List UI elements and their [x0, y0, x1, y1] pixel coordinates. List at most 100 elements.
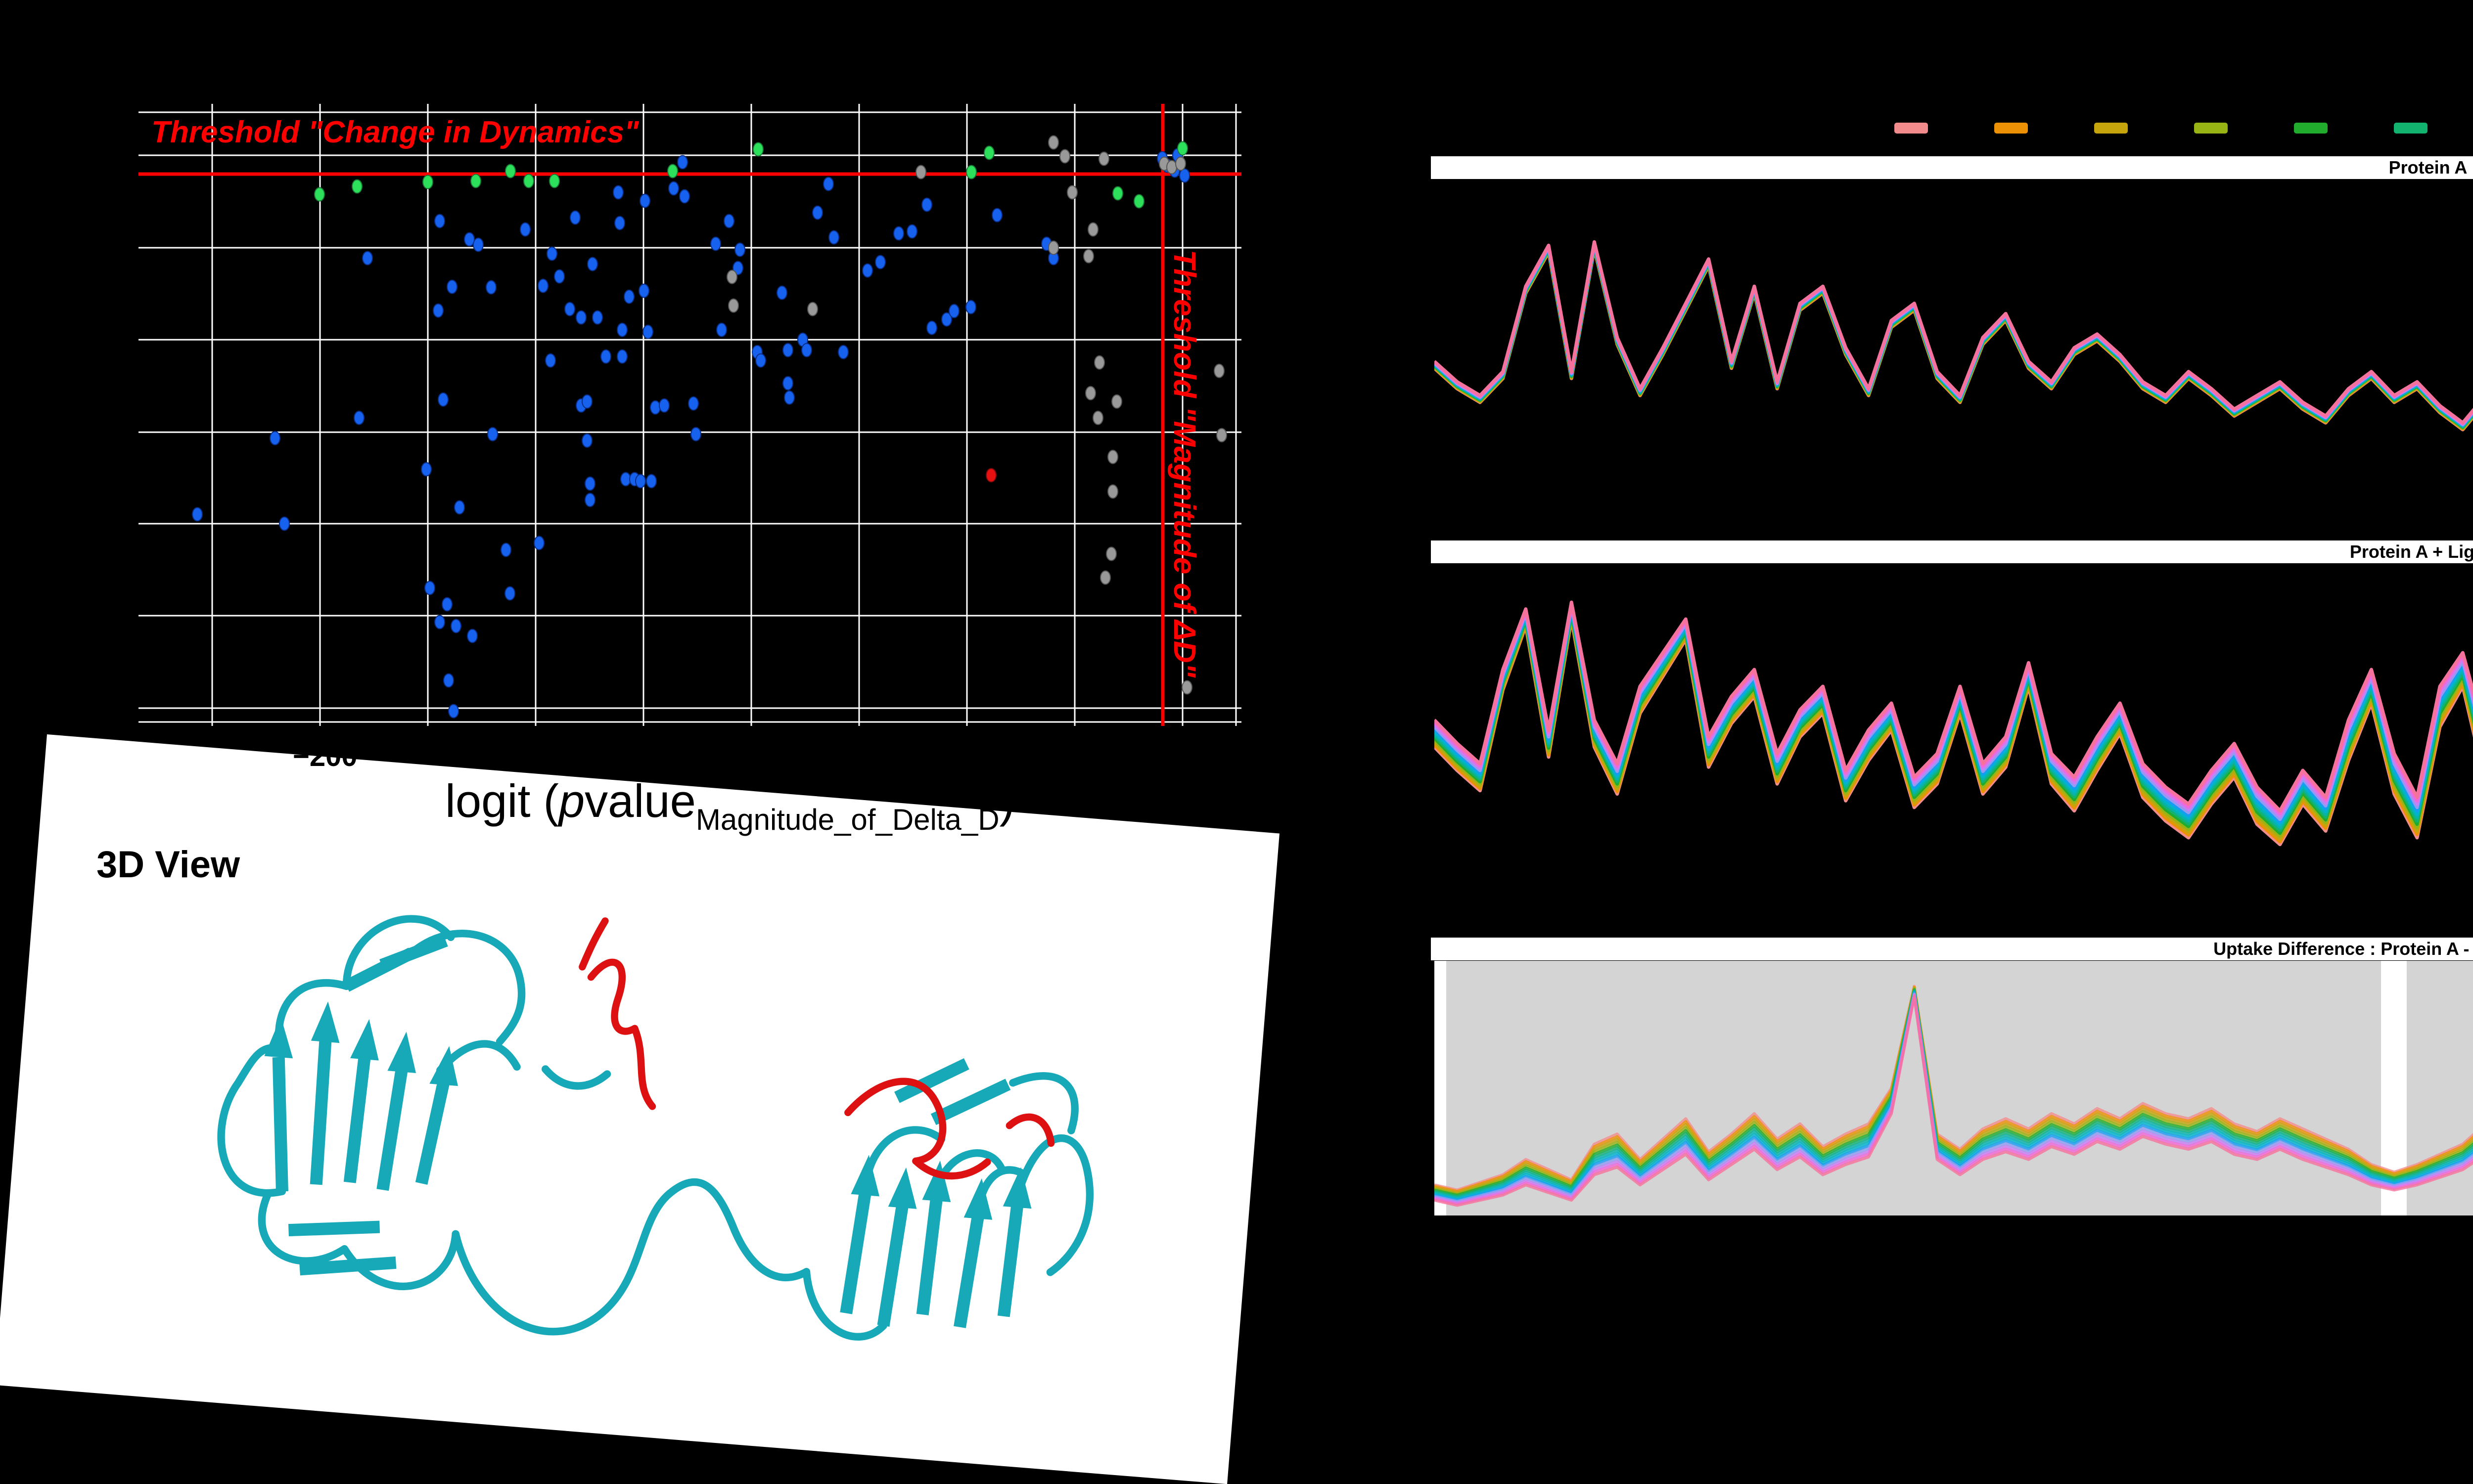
- volcano-point-blue[interactable]: [451, 619, 461, 633]
- volcano-point-blue[interactable]: [828, 230, 839, 245]
- volcano-point-blue[interactable]: [279, 516, 290, 531]
- volcano-point-blue[interactable]: [554, 269, 565, 284]
- volcano-point-blue[interactable]: [862, 263, 873, 278]
- volcano-point-blue[interactable]: [421, 462, 432, 477]
- volcano-point-blue[interactable]: [642, 324, 653, 339]
- volcano-point-blue[interactable]: [635, 474, 646, 489]
- volcano-point-blue[interactable]: [354, 410, 365, 425]
- volcano-point-blue[interactable]: [434, 214, 445, 228]
- legend-swatch-1[interactable]: [1894, 123, 1928, 134]
- volcano-point-blue[interactable]: [716, 322, 727, 337]
- volcano-point-blue[interactable]: [433, 303, 444, 318]
- volcano-point-blue[interactable]: [564, 302, 575, 316]
- volcano-point-blue[interactable]: [434, 615, 445, 630]
- volcano-point-blue[interactable]: [545, 353, 556, 368]
- volcano-point-blue[interactable]: [467, 629, 478, 643]
- chart-protein-a[interactable]: [1434, 184, 2473, 525]
- volcano-point-gray[interactable]: [1094, 355, 1105, 370]
- volcano-point-green[interactable]: [667, 164, 678, 179]
- volcano-point-gray[interactable]: [728, 298, 739, 313]
- volcano-point-green[interactable]: [1134, 194, 1145, 209]
- chart-protein-a-ligand[interactable]: [1434, 569, 2473, 905]
- volcano-point-green[interactable]: [314, 187, 325, 202]
- volcano-point-gray[interactable]: [1175, 156, 1186, 171]
- volcano-point-gray[interactable]: [1048, 135, 1059, 150]
- volcano-point-gray[interactable]: [1107, 450, 1118, 464]
- legend-swatch-6[interactable]: [2394, 123, 2427, 134]
- volcano-point-green[interactable]: [549, 174, 560, 188]
- volcano-point-green[interactable]: [352, 179, 363, 194]
- volcano-point-blue[interactable]: [838, 345, 849, 360]
- volcano-point-blue[interactable]: [992, 208, 1003, 223]
- volcano-point-blue[interactable]: [777, 285, 787, 300]
- volcano-plot[interactable]: Threshold "Change in Dynamics" Threshold…: [138, 104, 1241, 726]
- volcano-point-green[interactable]: [966, 165, 977, 180]
- volcano-point-blue[interactable]: [582, 433, 593, 448]
- volcano-point-blue[interactable]: [576, 310, 587, 325]
- volcano-point-red[interactable]: [986, 468, 997, 483]
- volcano-point-blue[interactable]: [668, 181, 679, 196]
- chart-uptake-difference[interactable]: [1434, 961, 2473, 1215]
- volcano-point-blue[interactable]: [812, 205, 823, 220]
- volcano-point-blue[interactable]: [424, 581, 435, 595]
- volcano-point-green[interactable]: [753, 142, 764, 157]
- volcano-point-blue[interactable]: [1179, 168, 1190, 183]
- volcano-point-blue[interactable]: [679, 189, 690, 204]
- timepoint-legend[interactable]: [1894, 123, 2473, 135]
- volcano-point-blue[interactable]: [442, 597, 453, 612]
- volcano-point-gray[interactable]: [1166, 160, 1177, 175]
- volcano-point-blue[interactable]: [733, 261, 743, 275]
- volcano-point-blue[interactable]: [624, 289, 635, 304]
- volcano-point-blue[interactable]: [755, 353, 766, 368]
- volcano-point-blue[interactable]: [659, 398, 670, 413]
- volcano-point-blue[interactable]: [823, 177, 834, 191]
- volcano-point-blue[interactable]: [270, 431, 280, 446]
- volcano-point-blue[interactable]: [547, 246, 557, 261]
- volcano-point-blue[interactable]: [893, 226, 904, 241]
- volcano-point-gray[interactable]: [727, 270, 737, 284]
- volcano-point-gray[interactable]: [1067, 185, 1078, 200]
- volcano-point-blue[interactable]: [448, 704, 459, 719]
- volcano-point-blue[interactable]: [486, 280, 497, 295]
- volcano-point-blue[interactable]: [646, 474, 657, 489]
- volcano-point-gray[interactable]: [1059, 149, 1070, 164]
- volcano-point-blue[interactable]: [677, 155, 688, 170]
- volcano-point-blue[interactable]: [473, 237, 484, 252]
- volcano-point-green[interactable]: [470, 174, 481, 188]
- volcano-point-blue[interactable]: [520, 222, 531, 237]
- volcano-point-gray[interactable]: [1214, 363, 1225, 378]
- volcano-point-gray[interactable]: [916, 165, 926, 180]
- volcano-point-blue[interactable]: [464, 232, 475, 247]
- volcano-point-blue[interactable]: [585, 493, 595, 507]
- volcano-point-blue[interactable]: [192, 507, 203, 522]
- volcano-point-blue[interactable]: [582, 394, 593, 409]
- volcano-point-gray[interactable]: [1111, 394, 1122, 409]
- volcano-point-blue[interactable]: [782, 376, 793, 391]
- volcano-point-green[interactable]: [984, 145, 995, 160]
- volcano-point-blue[interactable]: [784, 390, 795, 405]
- volcano-point-green[interactable]: [1177, 141, 1188, 156]
- volcano-point-gray[interactable]: [1107, 484, 1118, 499]
- volcano-point-blue[interactable]: [613, 185, 624, 200]
- volcano-point-blue[interactable]: [538, 278, 549, 293]
- volcano-point-gray[interactable]: [1085, 386, 1096, 401]
- volcano-point-gray[interactable]: [807, 302, 818, 316]
- volcano-point-blue[interactable]: [617, 349, 628, 364]
- volcano-point-gray[interactable]: [1216, 428, 1227, 443]
- volcano-point-blue[interactable]: [454, 500, 465, 515]
- volcano-point-blue[interactable]: [587, 257, 598, 271]
- volcano-point-gray[interactable]: [1106, 546, 1117, 561]
- volcano-point-blue[interactable]: [921, 197, 932, 212]
- volcano-point-blue[interactable]: [710, 236, 721, 251]
- volcano-point-blue[interactable]: [487, 427, 498, 442]
- volcano-point-blue[interactable]: [640, 193, 650, 208]
- volcano-point-blue[interactable]: [592, 310, 603, 325]
- volcano-point-gray[interactable]: [1182, 680, 1192, 695]
- volcano-point-blue[interactable]: [650, 400, 661, 415]
- volcano-point-blue[interactable]: [362, 251, 373, 266]
- volcano-point-blue[interactable]: [926, 320, 937, 335]
- volcano-point-gray[interactable]: [1099, 151, 1109, 166]
- volcano-point-gray[interactable]: [1048, 240, 1059, 255]
- volcano-point-blue[interactable]: [447, 279, 458, 294]
- volcano-point-blue[interactable]: [690, 427, 701, 442]
